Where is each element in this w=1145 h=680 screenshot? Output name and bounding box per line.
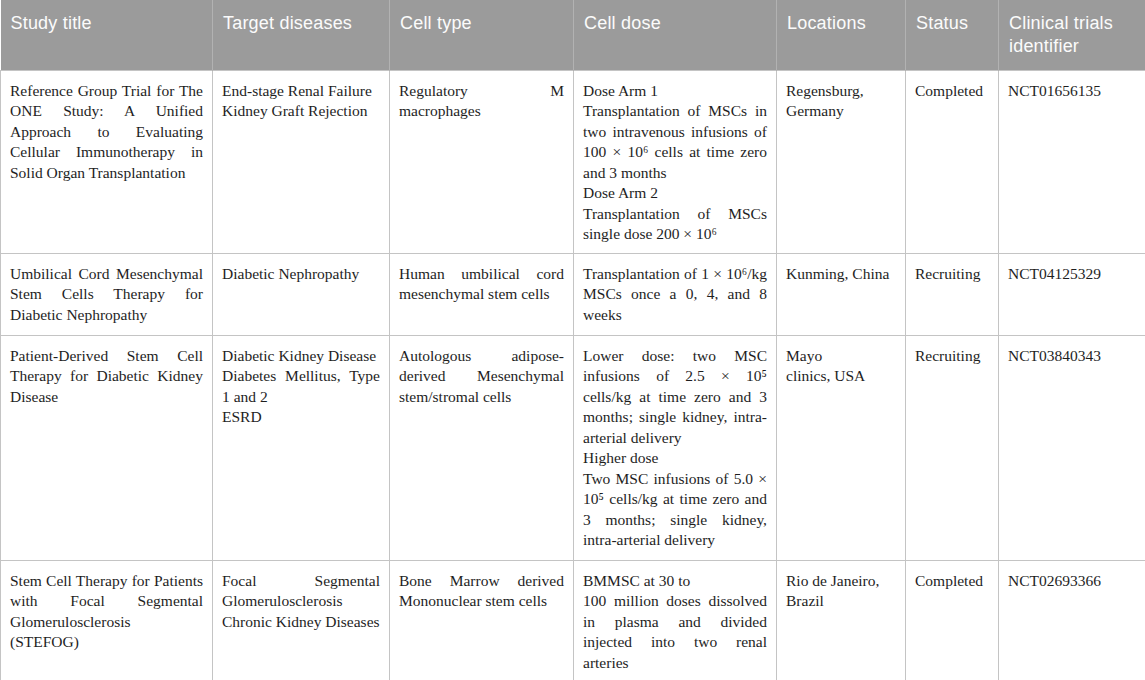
cell-text-line: Kidney Graft Rejection (222, 101, 380, 122)
cell-text-line: Germany (786, 101, 896, 122)
table-body: Reference Group Trial for The ONE Study:… (1, 70, 1145, 680)
cell-study-title: Reference Group Trial for The ONE Study:… (1, 70, 213, 253)
cell-target-diseases: Focal Segmental GlomerulosclerosisChroni… (213, 560, 390, 680)
cell-text-line: 100 million doses dissolved in plasma an… (583, 591, 767, 673)
cell-text-line: Transplantation of MSCs single dose 200 … (583, 204, 767, 245)
cell-text-line: NCT04125329 (1008, 264, 1136, 285)
cell-text-line: Diabetic Nephropathy (222, 264, 380, 285)
cell-status: Recruiting (906, 335, 999, 560)
cell-study-title: Patient-Derived Stem Cell Therapy for Di… (1, 335, 213, 560)
cell-cell-type: Autologous adipose-derived Mesenchymal s… (390, 335, 574, 560)
cell-text-line: Lower dose: two MSC infusions of 2.5 × 1… (583, 346, 767, 449)
cell-text-line: Higher dose (583, 448, 767, 469)
cell-cell-dose: BMMSC at 30 to100 million doses dissolve… (574, 560, 777, 680)
cell-study-title: Umbilical Cord Mesenchymal Stem Cells Th… (1, 253, 213, 335)
cell-target-diseases: End-stage Renal FailureKidney Graft Reje… (213, 70, 390, 253)
table-header: Study title Target diseases Cell type Ce… (1, 0, 1145, 70)
cell-status: Recruiting (906, 253, 999, 335)
cell-cell-type: Human umbilical cord mesenchymal stem ce… (390, 253, 574, 335)
cell-target-diseases: Diabetic Nephropathy (213, 253, 390, 335)
cell-cell-type: Regulatory M macrophages (390, 70, 574, 253)
cell-text-line: Transplantation of MSCs in two intraveno… (583, 101, 767, 183)
cell-text-line: Umbilical Cord Mesenchymal Stem Cells Th… (10, 264, 203, 326)
column-header-status: Status (906, 0, 999, 70)
column-header-cell-dose: Cell dose (574, 0, 777, 70)
cell-text-line: Recruiting (915, 346, 989, 367)
cell-text-line: Two MSC infusions of 5.0 × 10⁵ cells/kg … (583, 469, 767, 551)
cell-text-line: clinics, USA (786, 366, 896, 387)
cell-text-line: Recruiting (915, 264, 989, 285)
cell-text-line: Dose Arm 1 (583, 81, 767, 102)
cell-cell-dose: Lower dose: two MSC infusions of 2.5 × 1… (574, 335, 777, 560)
clinical-trials-table: Study title Target diseases Cell type Ce… (0, 0, 1145, 680)
cell-locations: Regensburg,Germany (777, 70, 906, 253)
cell-text-line: Diabetes Mellitus, Type 1 and 2 (222, 366, 380, 407)
cell-text-line: NCT02693366 (1008, 571, 1136, 592)
table-row: Patient-Derived Stem Cell Therapy for Di… (1, 335, 1145, 560)
cell-cell-dose: Dose Arm 1Transplantation of MSCs in two… (574, 70, 777, 253)
column-header-study-title: Study title (1, 0, 213, 70)
cell-text-line: Rio de Janeiro, (786, 571, 896, 592)
cell-text-line: End-stage Renal Failure (222, 81, 380, 102)
cell-locations: Rio de Janeiro,Brazil (777, 560, 906, 680)
cell-text-line: Dose Arm 2 (583, 183, 767, 204)
column-header-locations: Locations (777, 0, 906, 70)
cell-cell-type: Bone Marrow derived Mononuclear stem cel… (390, 560, 574, 680)
column-header-target-diseases: Target diseases (213, 0, 390, 70)
cell-locations: Kunming, China (777, 253, 906, 335)
cell-text-line: Diabetic Kidney Disease (222, 346, 380, 367)
table-row: Stem Cell Therapy for Patients with Foca… (1, 560, 1145, 680)
column-header-clinical-trials-id: Clinical trials identifier (999, 0, 1145, 70)
cell-text-line: Regensburg, (786, 81, 896, 102)
cell-cell-dose: Transplantation of 1 × 10⁶/kg MSCs once … (574, 253, 777, 335)
cell-identifier: NCT01656135 (999, 70, 1145, 253)
cell-text-line: Regulatory M macrophages (399, 81, 564, 122)
cell-text-line: Completed (915, 81, 989, 102)
cell-text-line: Stem Cell Therapy for Patients with Foca… (10, 571, 203, 653)
cell-text-line: Completed (915, 571, 989, 592)
cell-status: Completed (906, 560, 999, 680)
cell-identifier: NCT04125329 (999, 253, 1145, 335)
cell-text-line: Reference Group Trial for The ONE Study:… (10, 81, 203, 184)
cell-text-line: Autologous adipose-derived Mesenchymal s… (399, 346, 564, 408)
header-row: Study title Target diseases Cell type Ce… (1, 0, 1145, 70)
cell-study-title: Stem Cell Therapy for Patients with Foca… (1, 560, 213, 680)
cell-text-line: Chronic Kidney Diseases (222, 612, 380, 633)
cell-text-line: Brazil (786, 591, 896, 612)
cell-identifier: NCT03840343 (999, 335, 1145, 560)
cell-locations: Mayoclinics, USA (777, 335, 906, 560)
cell-text-line: Transplantation of 1 × 10⁶/kg MSCs once … (583, 264, 767, 326)
cell-text-line: Human umbilical cord mesenchymal stem ce… (399, 264, 564, 305)
cell-text-line: ESRD (222, 407, 380, 428)
table-row: Reference Group Trial for The ONE Study:… (1, 70, 1145, 253)
cell-status: Completed (906, 70, 999, 253)
cell-text-line: Focal Segmental Glomerulosclerosis (222, 571, 380, 612)
cell-text-line: Mayo (786, 346, 896, 367)
cell-target-diseases: Diabetic Kidney DiseaseDiabetes Mellitus… (213, 335, 390, 560)
cell-text-line: NCT01656135 (1008, 81, 1136, 102)
table-row: Umbilical Cord Mesenchymal Stem Cells Th… (1, 253, 1145, 335)
cell-text-line: NCT03840343 (1008, 346, 1136, 367)
cell-text-line: Bone Marrow derived Mononuclear stem cel… (399, 571, 564, 612)
cell-text-line: BMMSC at 30 to (583, 571, 767, 592)
column-header-cell-type: Cell type (390, 0, 574, 70)
cell-text-line: Patient-Derived Stem Cell Therapy for Di… (10, 346, 203, 408)
cell-identifier: NCT02693366 (999, 560, 1145, 680)
cell-text-line: Kunming, China (786, 264, 896, 285)
